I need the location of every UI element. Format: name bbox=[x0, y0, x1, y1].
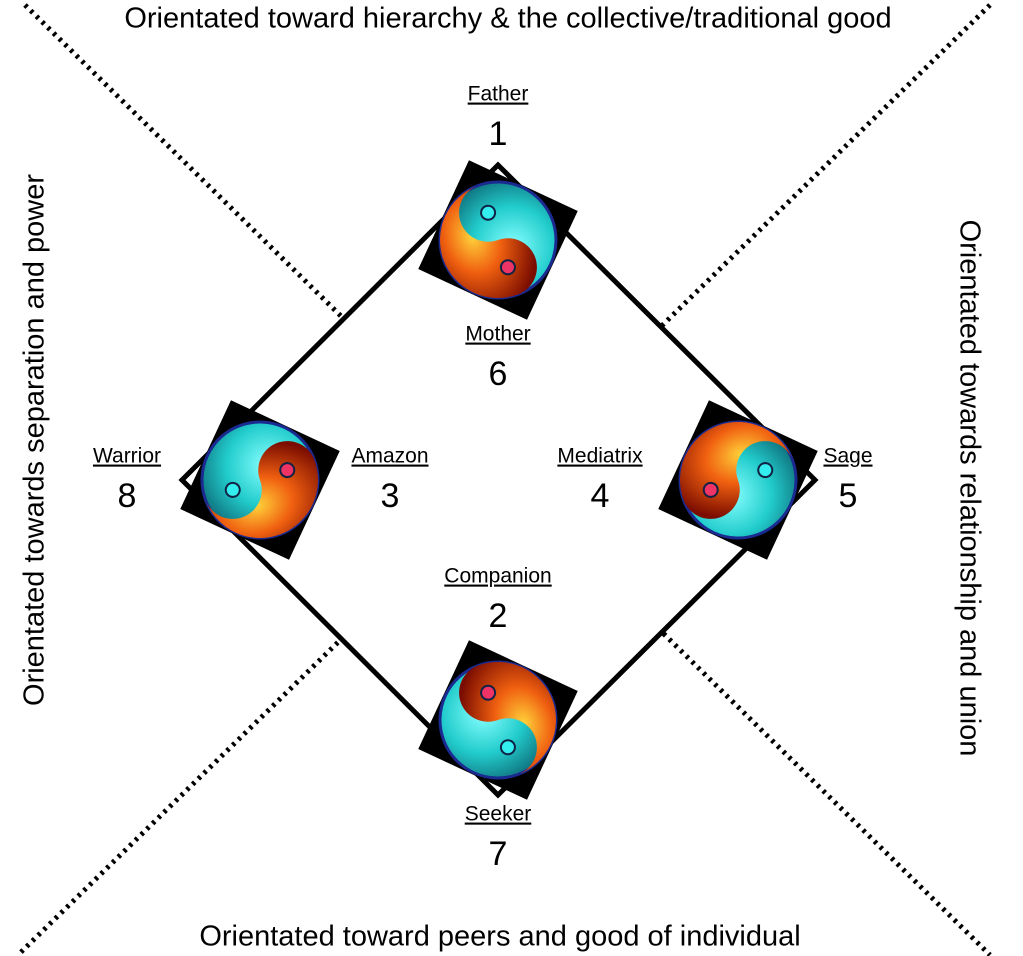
node-label: Warrior bbox=[93, 445, 161, 468]
side-label: Orientated towards separation and power bbox=[19, 174, 51, 706]
node-number: 7 bbox=[489, 835, 508, 873]
node-number: 1 bbox=[489, 115, 508, 153]
side-label: Orientated towards relationship and unio… bbox=[953, 220, 985, 757]
node-number: 8 bbox=[118, 477, 137, 515]
dotted-diagonals bbox=[16, 3, 992, 956]
node-label: Father bbox=[468, 83, 529, 106]
node-label: Seeker bbox=[465, 803, 532, 826]
node-number: 2 bbox=[489, 597, 508, 635]
diamond bbox=[178, 161, 819, 799]
side-label: Orientated toward hierarchy & the collec… bbox=[124, 3, 891, 35]
node-label: Mother bbox=[465, 323, 530, 346]
node-number: 6 bbox=[489, 355, 508, 393]
side-label: Orientated toward peers and good of indi… bbox=[199, 921, 800, 953]
node-number: 5 bbox=[839, 477, 858, 515]
node-label: Sage bbox=[823, 445, 872, 468]
node-label: Mediatrix bbox=[557, 445, 643, 468]
node-number: 3 bbox=[381, 477, 400, 515]
node-number: 4 bbox=[591, 477, 610, 515]
node-label: Amazon bbox=[351, 445, 428, 468]
node-label: Companion bbox=[444, 565, 551, 588]
